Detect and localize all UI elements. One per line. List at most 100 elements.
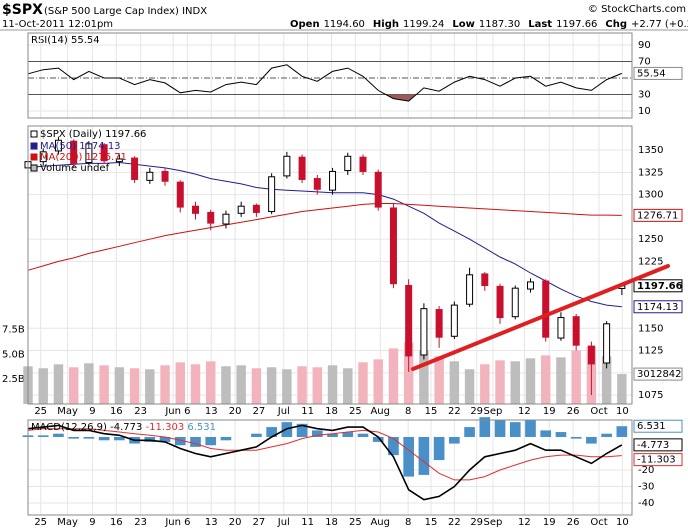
volume-bar: [373, 359, 383, 404]
volume-bar: [84, 363, 94, 404]
volume-bar: [510, 361, 520, 404]
credit: © StockCharts.com: [588, 4, 686, 15]
volume-bar: [175, 362, 185, 404]
histogram-bar: [83, 436, 95, 439]
macd-value: 6.531: [187, 422, 216, 433]
candle-body: [405, 284, 413, 357]
volume-bar: [556, 357, 566, 404]
legend-entry: MA(200) 1276.71: [40, 152, 127, 163]
y-tick-label: 30: [638, 89, 651, 100]
candle-body: [435, 309, 443, 338]
histogram-bar: [159, 436, 171, 442]
macd-value: -4.773: [110, 422, 142, 433]
candle-body: [359, 156, 367, 172]
candle-body: [329, 170, 337, 191]
volume-bar: [571, 350, 581, 404]
y-tick-label: 1350: [638, 145, 663, 156]
histogram-bar: [525, 420, 536, 437]
histogram-bar: [327, 433, 338, 437]
x-tick-label: Sep: [483, 517, 502, 528]
x-tick-label: Jul: [277, 517, 290, 528]
volume-bar: [540, 355, 551, 404]
volume-bar: [617, 374, 627, 404]
legend-swatch: [30, 164, 38, 172]
volume-bar: [449, 361, 460, 404]
histogram-bar: [266, 427, 277, 437]
legend-name: MA(50): [40, 141, 76, 152]
histogram-bar: [205, 436, 217, 446]
x-tick-label: 6: [184, 406, 190, 417]
volume-bar: [434, 356, 444, 404]
volume-tick-label: 2.5B: [2, 374, 25, 385]
value-tag: [633, 300, 683, 314]
candle-body: [54, 139, 62, 152]
volume-bar: [145, 369, 155, 404]
candle-body: [344, 155, 352, 172]
candle-body: [572, 316, 580, 346]
candle-body: [222, 213, 230, 225]
x-tick-label: 22: [448, 406, 461, 417]
histogram-bar: [342, 432, 354, 437]
y-tick-label: 70: [638, 56, 651, 67]
x-tick-label: Sep: [483, 406, 502, 417]
legend-entry: $SPX (Daily) 1197.66: [40, 129, 146, 140]
legend-name: Volume: [40, 163, 77, 174]
volume-bar: [327, 365, 338, 404]
quote-value: 1194.60: [324, 19, 365, 30]
quote-label: Last: [528, 19, 552, 30]
value-tag: [633, 419, 683, 433]
x-tick-label: 23: [134, 517, 147, 528]
quote-value: 1197.66: [556, 19, 597, 30]
candle-body: [268, 176, 276, 213]
candle-body: [313, 178, 321, 190]
histogram-bar: [403, 436, 415, 477]
histogram-bar: [190, 436, 201, 447]
x-tick-label: 18: [325, 406, 338, 417]
candle-body: [115, 158, 123, 163]
volume-bar: [601, 356, 612, 404]
candle-body: [161, 170, 169, 182]
panel-frame: [27, 125, 633, 405]
x-tick-label: 25: [349, 406, 362, 417]
y-tick-label: 1325: [638, 167, 663, 178]
value-tag-label: 3012842: [637, 369, 682, 380]
y-tick-label: 10: [638, 106, 651, 117]
x-tick-label: 29: [470, 517, 483, 528]
candle-body: [146, 171, 154, 181]
candle-body: [191, 205, 199, 214]
volume-bar: [129, 368, 140, 404]
candle-body: [511, 287, 519, 318]
candle-body: [481, 273, 489, 286]
volume-bar: [190, 364, 201, 404]
volume-bar: [464, 369, 475, 404]
legend-entry: MA(50) 1174.13: [40, 141, 121, 152]
volume-bar: [525, 358, 536, 404]
macd-line: [27, 424, 623, 501]
legend-swatch: [30, 142, 38, 150]
histogram-bar: [616, 426, 628, 437]
x-tick-label: 9: [89, 517, 95, 528]
volume-bar: [480, 364, 490, 404]
value-tag: [633, 453, 683, 467]
y-tick-label: 1300: [638, 190, 663, 201]
candle-body: [603, 323, 611, 364]
quote-value: 1187.30: [479, 19, 520, 30]
histogram-bar: [418, 436, 430, 475]
candle-body: [542, 280, 550, 338]
value-tag: [633, 66, 683, 80]
x-tick-label: Aug: [370, 517, 390, 528]
histogram-bar: [570, 436, 582, 439]
x-tick-label: 15: [425, 517, 438, 528]
volume-bar: [251, 368, 262, 404]
y-tick-label: -30: [638, 481, 654, 492]
volume-bar: [266, 367, 277, 404]
histogram-bar: [251, 433, 262, 437]
y-tick-label: 1225: [638, 256, 663, 267]
y-tick-label: 90: [638, 40, 651, 51]
candle-body: [252, 204, 260, 213]
histogram-bar: [220, 436, 232, 441]
value-tag-label: 1276.71: [637, 210, 678, 221]
candle-body: [237, 205, 245, 214]
volume-bar: [114, 367, 125, 404]
histogram-bar: [540, 430, 552, 437]
